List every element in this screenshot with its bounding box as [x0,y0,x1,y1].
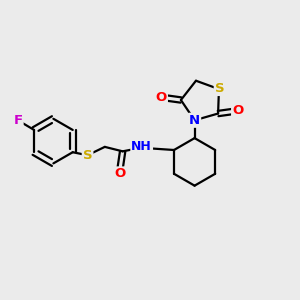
Text: N: N [189,114,200,127]
Text: NH: NH [131,140,152,153]
Text: O: O [156,91,167,103]
Text: O: O [232,104,243,117]
Text: S: S [215,82,224,95]
Text: F: F [14,114,22,127]
Text: S: S [83,149,92,162]
Text: O: O [114,167,125,180]
